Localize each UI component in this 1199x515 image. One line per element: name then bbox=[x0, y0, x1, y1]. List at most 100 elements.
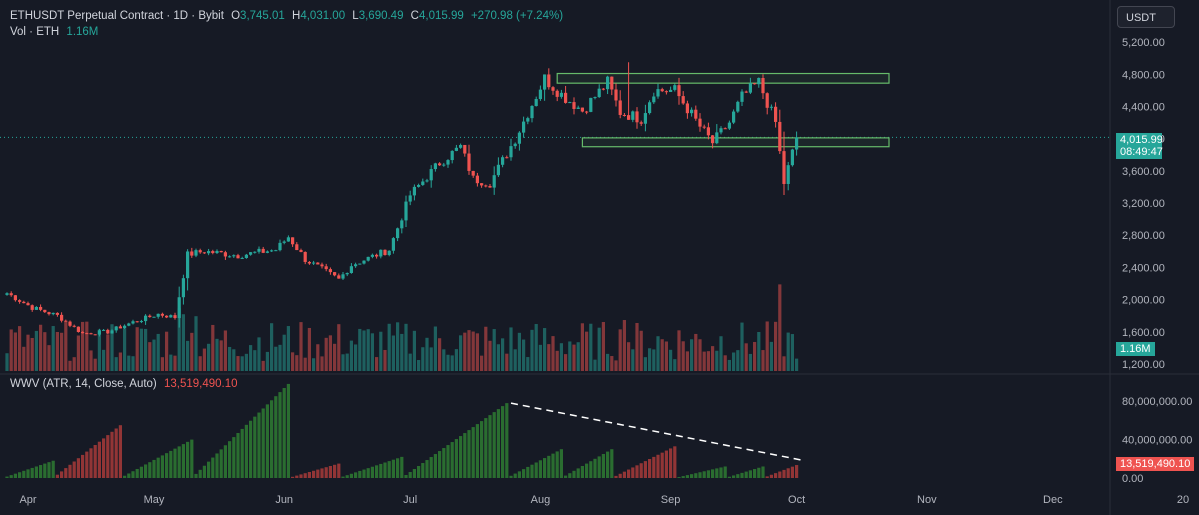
price-tick-label: 2,800.00 bbox=[1122, 230, 1165, 242]
time-tick-label: Sep bbox=[661, 494, 681, 506]
indicator-bar bbox=[349, 473, 353, 478]
candle-body bbox=[471, 170, 475, 176]
candle-body bbox=[769, 106, 773, 108]
candle-body bbox=[370, 254, 374, 257]
close-value: 4,015.99 bbox=[418, 10, 464, 22]
indicator-bar bbox=[685, 475, 689, 478]
price-countdown: 08:49:47 bbox=[1120, 146, 1163, 158]
candle-body bbox=[543, 74, 547, 90]
candle-body bbox=[622, 114, 626, 116]
indicator-bar bbox=[307, 472, 311, 478]
volume-bar bbox=[13, 332, 17, 371]
candle-body bbox=[102, 329, 106, 331]
candle-body bbox=[160, 313, 164, 316]
currency-button[interactable]: USDT bbox=[1117, 6, 1175, 28]
volume-bar bbox=[261, 360, 265, 371]
indicator-bar bbox=[114, 428, 118, 478]
indicator-bar bbox=[547, 455, 551, 478]
candle-body bbox=[438, 163, 442, 166]
candle-body bbox=[299, 250, 303, 252]
indicator-bar bbox=[660, 452, 664, 478]
volume-bar bbox=[383, 349, 387, 371]
volume-value: 1.16M bbox=[66, 26, 99, 38]
volume-bar bbox=[501, 338, 505, 371]
indicator-bar bbox=[534, 462, 538, 478]
volume-bar bbox=[652, 349, 656, 371]
indicator-bar bbox=[597, 456, 601, 478]
indicator-bar bbox=[438, 451, 442, 478]
indicator-bar bbox=[698, 472, 702, 478]
indicator-bar bbox=[240, 428, 244, 478]
indicator-bar bbox=[748, 470, 752, 478]
indicator-bar bbox=[610, 449, 614, 478]
candle-body bbox=[564, 92, 568, 103]
price-tick-label: 3,600.00 bbox=[1122, 166, 1165, 178]
indicator-bar bbox=[169, 450, 173, 478]
open-value: 3,745.01 bbox=[240, 10, 285, 22]
volume-bar bbox=[492, 329, 496, 371]
indicator-bar bbox=[34, 466, 38, 478]
volume-bar bbox=[123, 329, 127, 371]
price-badge-value: 4,015.99 bbox=[1120, 134, 1163, 146]
volume-bar bbox=[740, 322, 744, 371]
indicator-bar bbox=[484, 418, 488, 478]
indicator-bar bbox=[333, 464, 337, 478]
indicator-bar bbox=[790, 466, 794, 478]
volume-bar bbox=[589, 323, 593, 371]
candle-body bbox=[522, 121, 526, 133]
candle-body bbox=[194, 250, 198, 256]
volume-bar bbox=[442, 349, 446, 371]
volume-bar bbox=[207, 343, 211, 371]
volume-bar bbox=[93, 358, 97, 371]
candle-body bbox=[316, 262, 320, 265]
volume-bar bbox=[223, 330, 227, 371]
price-tick-label: 4,400.00 bbox=[1122, 102, 1165, 114]
change-value: +270.98 (+7.24%) bbox=[470, 10, 564, 22]
volume-bar bbox=[660, 339, 664, 371]
volume-bar bbox=[656, 336, 660, 371]
indicator-bar bbox=[22, 470, 26, 478]
indicator-bar bbox=[43, 463, 47, 478]
volume-bar bbox=[18, 326, 22, 371]
indicator-bar bbox=[404, 475, 408, 478]
volume-bar bbox=[30, 337, 34, 371]
indicator-bar bbox=[690, 474, 694, 478]
indicator-bar bbox=[131, 471, 135, 478]
candle-body bbox=[349, 266, 353, 273]
volume-bar bbox=[236, 356, 240, 371]
volume-bar bbox=[736, 350, 740, 371]
candle-body bbox=[34, 306, 38, 310]
indicator-bar bbox=[223, 445, 227, 478]
indicator-bar bbox=[236, 433, 240, 478]
candle-body bbox=[698, 118, 702, 127]
volume-bar bbox=[257, 337, 261, 371]
candle-body bbox=[648, 102, 652, 114]
candle-body bbox=[727, 122, 731, 129]
candle-body bbox=[265, 251, 269, 253]
indicator-bar bbox=[606, 451, 610, 478]
volume-bar bbox=[727, 359, 731, 371]
indicator-bar bbox=[774, 473, 778, 478]
candle-body bbox=[585, 111, 589, 113]
candle-body bbox=[9, 293, 13, 296]
volume-bar bbox=[286, 326, 290, 371]
volume-bar bbox=[627, 342, 631, 371]
indicator-bar bbox=[85, 451, 89, 478]
candle-body bbox=[685, 103, 689, 114]
volume-bar bbox=[404, 323, 408, 371]
candle-body bbox=[5, 293, 9, 295]
candle-body bbox=[328, 269, 332, 273]
candle-body bbox=[681, 96, 685, 104]
volume-bar bbox=[22, 346, 26, 371]
volume-bar bbox=[282, 334, 286, 371]
volume-bar bbox=[488, 340, 492, 371]
indicator-bar bbox=[337, 463, 341, 478]
candle-body bbox=[186, 251, 190, 279]
candle-body bbox=[165, 315, 169, 318]
candle-body bbox=[677, 85, 681, 97]
volume-bar bbox=[438, 338, 442, 371]
volume-bar bbox=[81, 321, 85, 371]
indicator-bar bbox=[555, 451, 559, 478]
candle-body bbox=[635, 111, 639, 123]
